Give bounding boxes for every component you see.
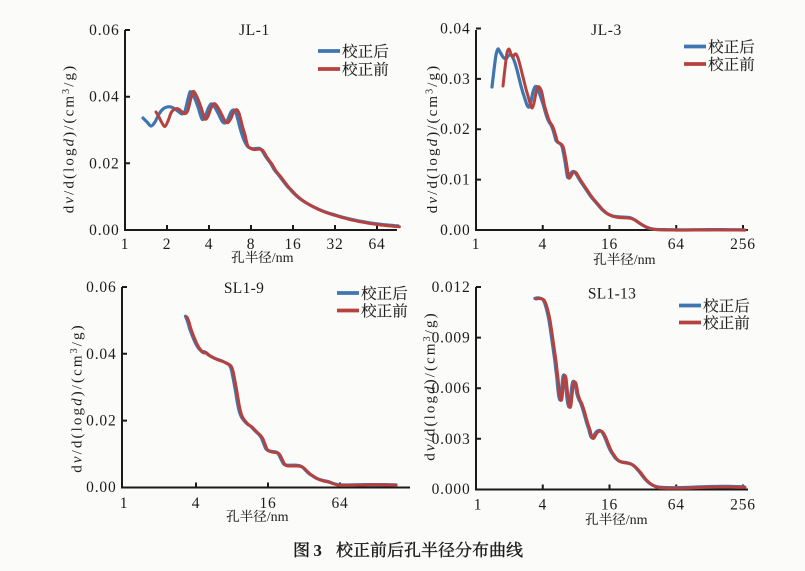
svg-text:0.00: 0.00 [86,479,116,496]
svg-text:2: 2 [163,236,172,253]
svg-text:64: 64 [368,236,385,253]
svg-text:0.04: 0.04 [440,21,470,38]
svg-text:0.000: 0.000 [432,481,471,498]
svg-text:0.02: 0.02 [89,155,119,172]
svg-text:0.012: 0.012 [432,279,471,296]
svg-text:1: 1 [121,236,130,253]
svg-text:8: 8 [247,236,256,253]
svg-text:3: 3 [313,541,322,560]
svg-text:JL-1: JL-1 [239,22,270,39]
svg-text:256: 256 [730,497,756,514]
svg-text:dv/d(logd)/(cm3/g): dv/d(logd)/(cm3/g) [69,323,86,472]
svg-text:/nm: /nm [267,510,289,525]
svg-text:0.06: 0.06 [89,22,119,39]
svg-text:SL1-13: SL1-13 [588,286,636,303]
svg-text:16: 16 [601,497,618,514]
svg-text:0.06: 0.06 [86,279,116,296]
svg-text:1: 1 [120,495,129,512]
svg-text:4: 4 [538,236,547,253]
svg-text:4: 4 [538,497,547,514]
svg-text:SL1-9: SL1-9 [224,280,264,297]
svg-text:0.02: 0.02 [86,413,116,430]
svg-text:0.03: 0.03 [440,71,470,88]
svg-text:16: 16 [284,236,301,253]
svg-text:1: 1 [472,236,481,253]
svg-text:4: 4 [192,495,201,512]
svg-text:dv/d(logd)/(cm3/g): dv/d(logd)/(cm3/g) [61,64,78,213]
svg-text:0.006: 0.006 [432,380,471,397]
svg-text:/nm: /nm [272,251,294,266]
svg-text:16: 16 [259,495,276,512]
svg-text:0.003: 0.003 [432,431,471,448]
svg-text:64: 64 [668,236,685,253]
svg-text:4: 4 [205,236,214,253]
svg-text:0.009: 0.009 [432,330,471,347]
svg-text:JL-3: JL-3 [591,22,622,39]
svg-text:dv/d(logd)/(cm3/g): dv/d(logd)/(cm3/g) [422,311,439,460]
svg-text:/nm: /nm [626,513,648,528]
svg-text:/nm: /nm [634,253,656,268]
svg-text:64: 64 [331,495,348,512]
svg-text:0.04: 0.04 [86,346,116,363]
svg-text:0.01: 0.01 [440,172,470,189]
svg-text:32: 32 [326,236,343,253]
svg-text:256: 256 [730,236,756,253]
svg-text:0.00: 0.00 [440,222,470,239]
svg-text:16: 16 [601,236,618,253]
svg-text:dv/d(logd)/(cm3/g): dv/d(logd)/(cm3/g) [425,64,442,213]
svg-text:0.02: 0.02 [440,121,470,138]
svg-text:1: 1 [474,497,483,514]
svg-text:64: 64 [668,497,685,514]
svg-text:0.00: 0.00 [89,222,119,239]
svg-text:0.04: 0.04 [89,89,119,106]
